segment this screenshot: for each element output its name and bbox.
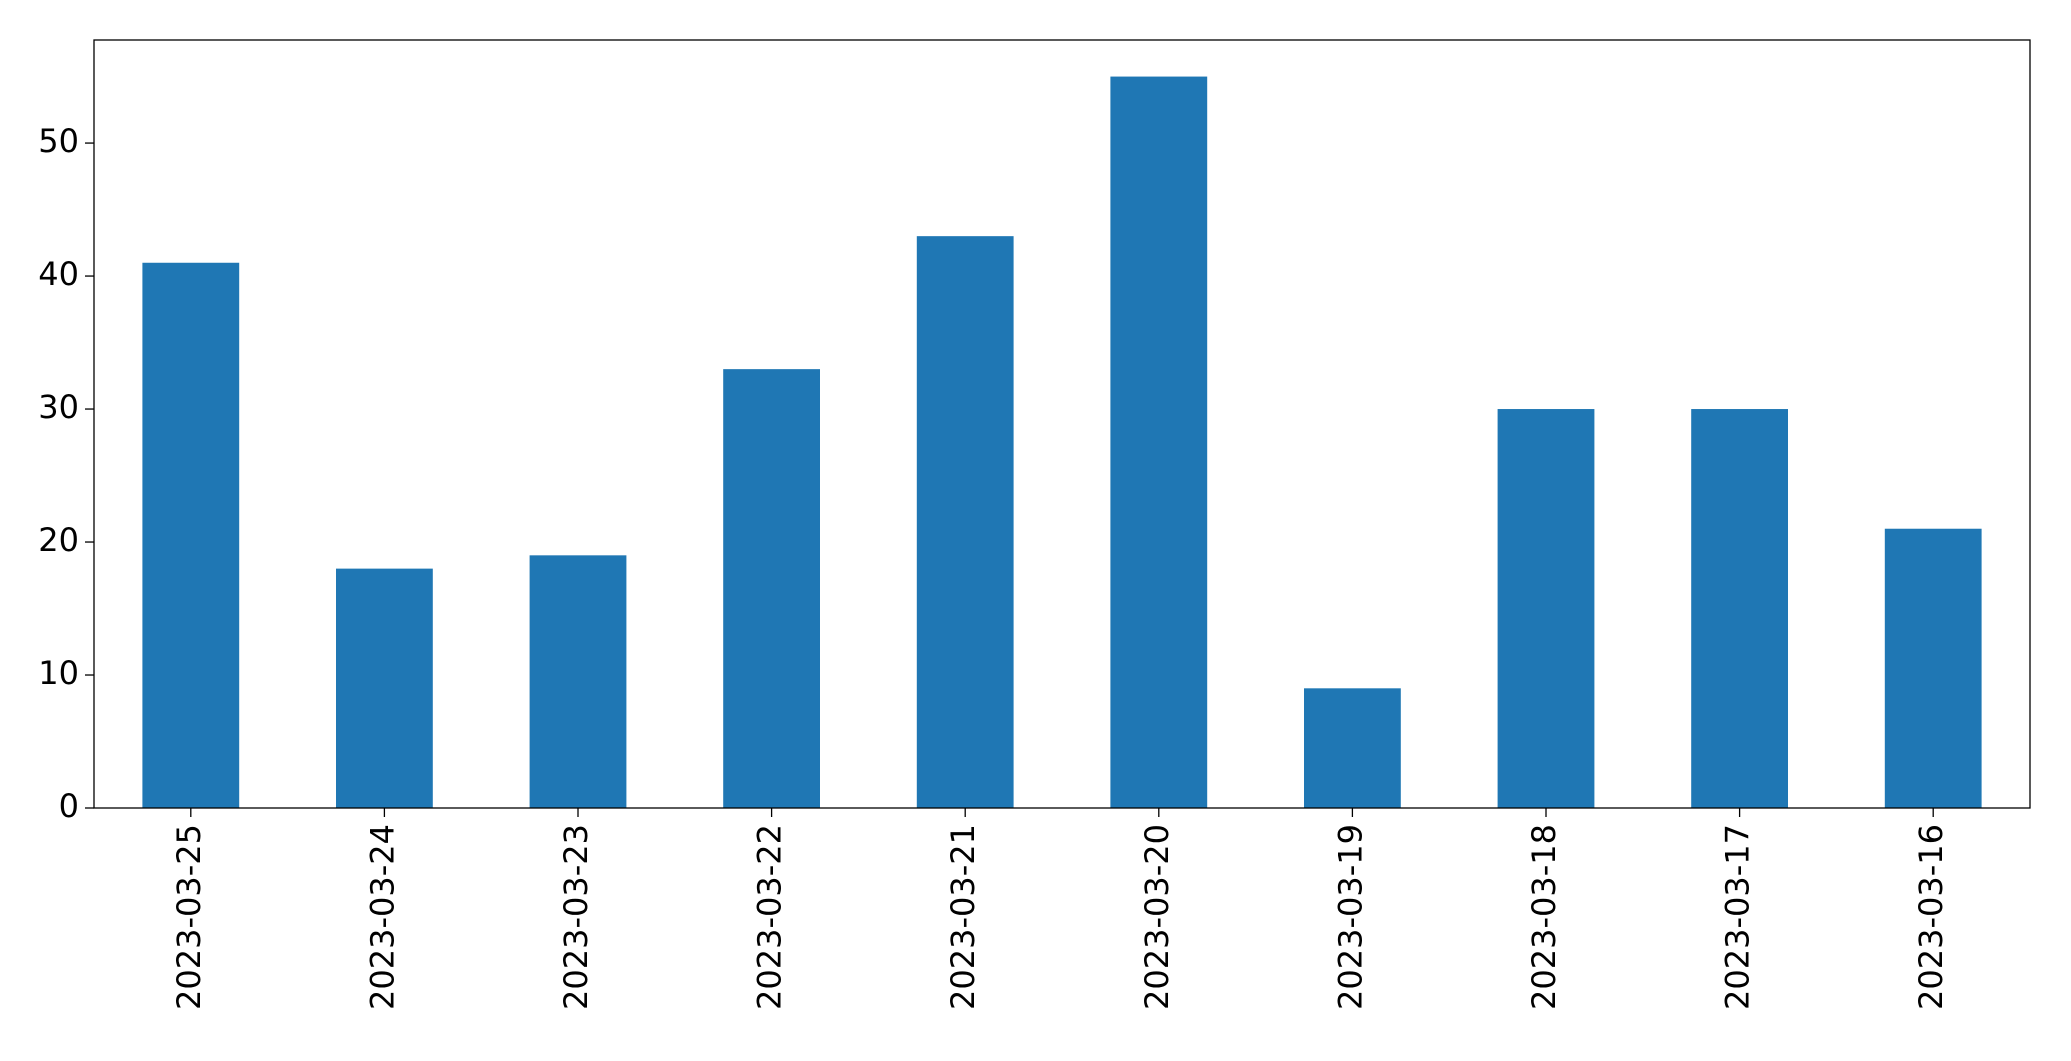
- y-tick-label: 0: [59, 787, 79, 825]
- x-tick-label: 2023-03-25: [170, 824, 208, 1010]
- bar: [1884, 528, 1982, 808]
- y-tick-label: 40: [38, 255, 79, 293]
- y-tick-label: 10: [38, 654, 79, 692]
- x-tick-label: 2023-03-19: [1331, 824, 1369, 1010]
- bar: [336, 568, 433, 808]
- y-tick-label: 30: [38, 388, 79, 426]
- x-tick-label: 2023-03-20: [1138, 824, 1176, 1010]
- bar: [1110, 76, 1208, 809]
- y-tick-label: 20: [38, 521, 79, 559]
- x-tick-label: 2023-03-21: [944, 824, 982, 1010]
- y-tick-label: 50: [38, 122, 79, 160]
- plot-frame: [93, 39, 2031, 809]
- x-tick-label: 2023-03-17: [1719, 824, 1757, 1010]
- bar: [1304, 688, 1401, 808]
- bar: [723, 369, 820, 808]
- x-tick-label: 2023-03-24: [363, 824, 401, 1010]
- x-tick-label: 2023-03-23: [557, 824, 595, 1010]
- bar: [529, 555, 627, 808]
- bar: [1497, 409, 1595, 808]
- bar: [1691, 409, 1788, 808]
- bar: [142, 262, 240, 808]
- x-tick-label: 2023-03-22: [751, 824, 789, 1010]
- bar: [916, 236, 1014, 809]
- x-tick-label: 2023-03-18: [1525, 824, 1563, 1010]
- x-tick-label: 2023-03-16: [1912, 824, 1950, 1010]
